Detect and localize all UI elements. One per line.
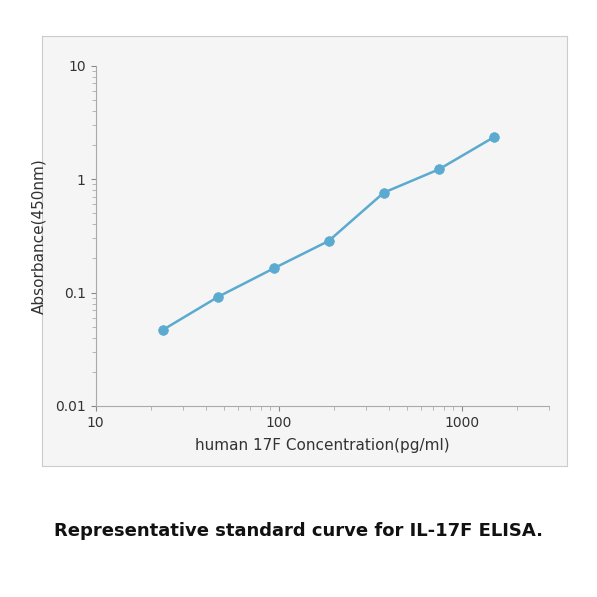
X-axis label: human 17F Concentration(pg/ml): human 17F Concentration(pg/ml) xyxy=(195,438,450,453)
Text: Representative standard curve for IL-17F ELISA.: Representative standard curve for IL-17F… xyxy=(54,522,543,540)
Y-axis label: Absorbance(450nm): Absorbance(450nm) xyxy=(32,158,47,313)
